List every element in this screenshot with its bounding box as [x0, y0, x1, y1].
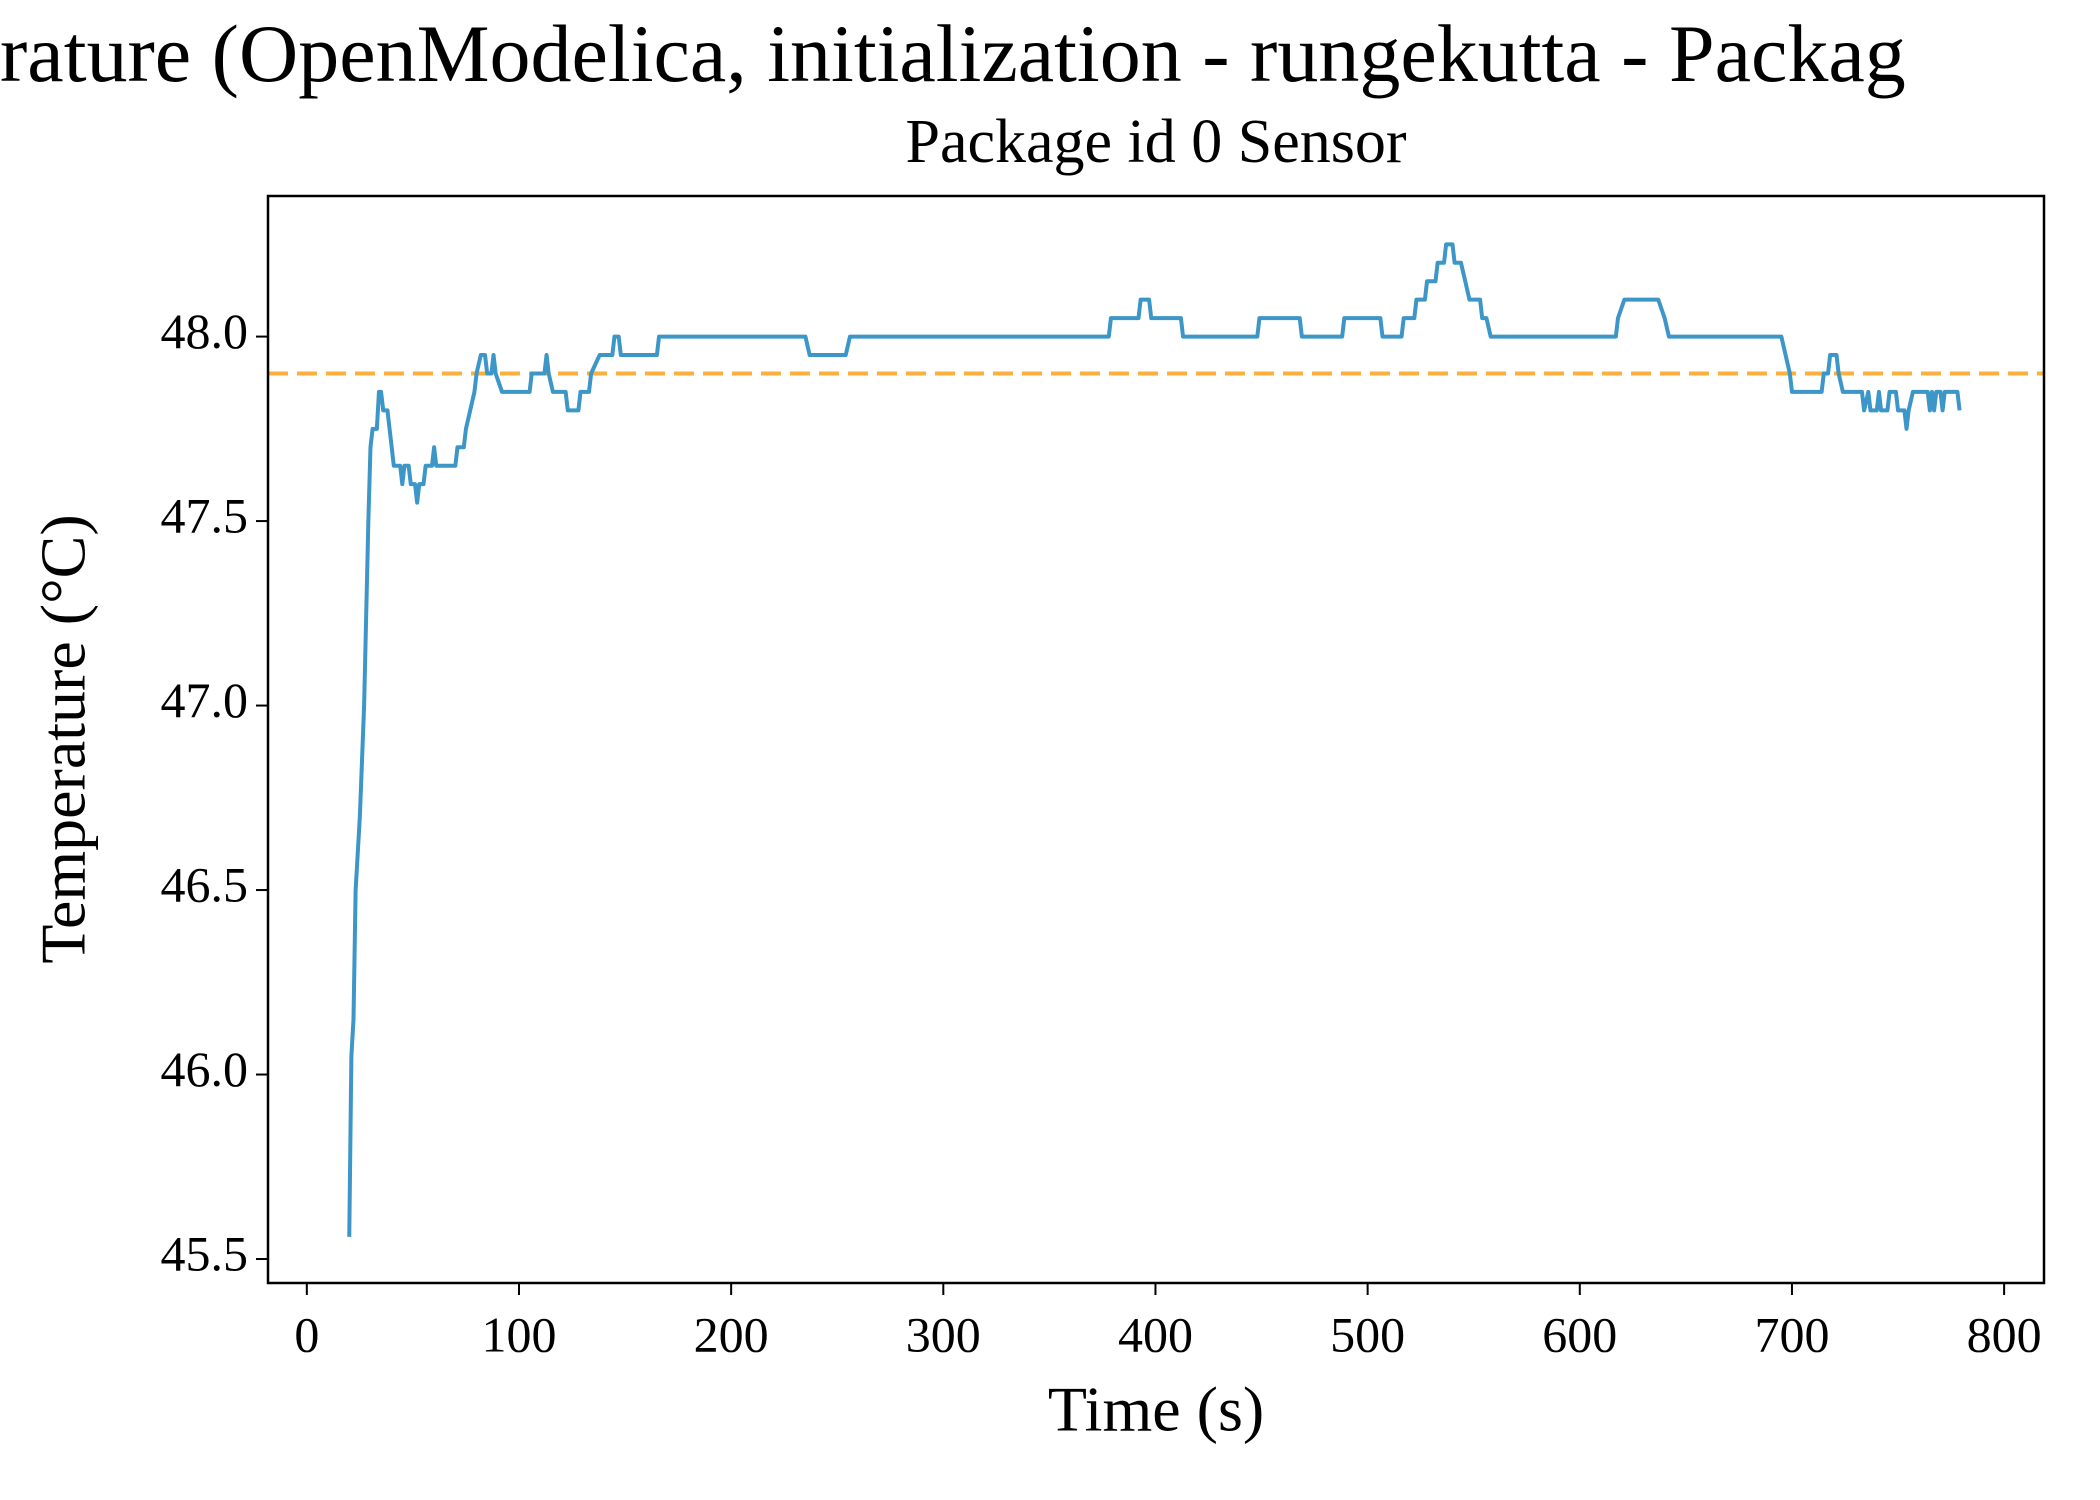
chart-subtitle: Package id 0 Sensor [905, 108, 1406, 176]
y-tick-label: 45.5 [161, 1225, 249, 1281]
x-tick-label: 800 [1967, 1306, 2042, 1362]
x-axis-label: Time (s) [1048, 1374, 1264, 1445]
x-tick-label: 600 [1542, 1306, 1617, 1362]
data-line [347, 242, 1962, 1237]
x-tick-label: 500 [1330, 1306, 1405, 1362]
y-tick-label: 46.5 [161, 857, 249, 913]
x-tick-label: 0 [294, 1306, 319, 1362]
plot-frame [266, 194, 2046, 1285]
y-axis-label: Temperature (°C) [28, 514, 99, 963]
x-tick-label: 200 [694, 1306, 769, 1362]
x-tick-label: 700 [1754, 1306, 1829, 1362]
x-tick-label: 400 [1118, 1306, 1193, 1362]
y-tick-label: 46.0 [161, 1041, 249, 1097]
y-tick-label: 48.0 [161, 303, 249, 359]
x-tick-label: 100 [481, 1306, 556, 1362]
y-tick-label: 47.0 [161, 672, 249, 728]
x-tick-label: 300 [906, 1306, 981, 1362]
y-tick-label: 47.5 [161, 488, 249, 544]
chart-title: rature (OpenModelica, initialization - r… [0, 8, 1906, 99]
